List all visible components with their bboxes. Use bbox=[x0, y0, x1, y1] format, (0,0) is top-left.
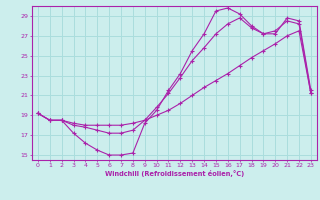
X-axis label: Windchill (Refroidissement éolien,°C): Windchill (Refroidissement éolien,°C) bbox=[105, 170, 244, 177]
